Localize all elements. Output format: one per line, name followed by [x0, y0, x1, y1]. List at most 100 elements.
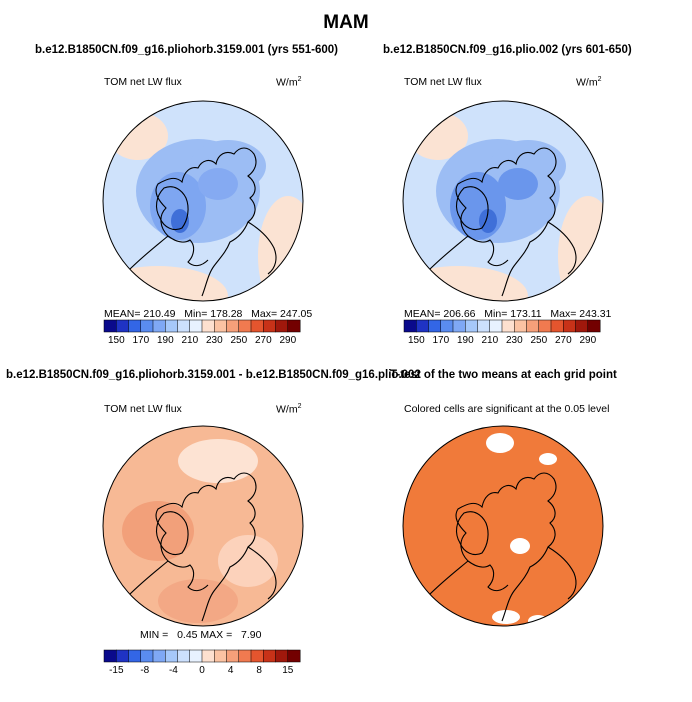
coastline	[127, 472, 257, 622]
panel-4-title: T-test of the two means at each grid poi…	[390, 369, 617, 381]
max-label: MAX =	[200, 629, 233, 641]
panel-3-variable: TOM net LW flux	[104, 403, 182, 415]
colorbar-box	[514, 319, 527, 333]
colorbar-box	[201, 649, 215, 663]
colorbar-box	[189, 649, 203, 663]
panel-3-units: W/m2	[276, 403, 302, 416]
coastline	[547, 546, 577, 600]
cold-core	[498, 168, 538, 200]
not-significant-cell	[539, 453, 557, 465]
max-value: 7.90	[241, 629, 262, 641]
not-significant-cell	[486, 433, 514, 453]
colorbar-tick-label: 250	[530, 335, 547, 346]
colorbar-box	[263, 319, 276, 333]
map-field	[103, 101, 303, 301]
max-label: Max=	[550, 308, 577, 320]
colorbar-box	[152, 319, 166, 333]
panel-2-stats: MEAN= 206.66 Min= 173.11 Max= 243.31	[404, 308, 611, 320]
coastlines	[427, 472, 577, 622]
colorbar-tick-label: 170	[432, 335, 449, 346]
coastline	[467, 560, 509, 592]
colorbar-tick-label: 15	[282, 665, 294, 676]
colorbar-box	[428, 319, 442, 333]
panel-2-map	[402, 100, 604, 302]
coastline	[427, 472, 557, 622]
panel-1-variable: TOM net LW flux	[104, 76, 182, 88]
colorbar-box	[501, 319, 515, 333]
colorbar-tick-label: 270	[555, 335, 572, 346]
colorbar-box	[165, 319, 178, 333]
coastline	[547, 221, 577, 275]
colorbar-box	[226, 319, 240, 333]
colorbar-tick-label: -8	[140, 665, 149, 676]
mean-label: MEAN=	[104, 308, 141, 320]
panel-1-units: W/m2	[276, 76, 302, 89]
mean-label: MEAN=	[404, 308, 441, 320]
colorbar-tick-label: 210	[181, 335, 198, 346]
coastline	[427, 147, 557, 297]
colorbar-box	[103, 319, 117, 333]
colorbar-tick-label: -4	[169, 665, 178, 676]
greenland-coastline	[155, 186, 189, 231]
min-label: Min=	[484, 308, 508, 320]
cold-core	[198, 168, 238, 200]
colorbar-box	[165, 649, 178, 663]
colorbar-tick-label: 290	[579, 335, 596, 346]
colorbar-box	[238, 649, 252, 663]
weak-region	[178, 439, 258, 483]
max-label: Max=	[251, 308, 278, 320]
coastlines	[427, 147, 577, 297]
colorbar-tick-label: 190	[157, 335, 174, 346]
colorbar-tick-label: 230	[206, 335, 223, 346]
panel-2-colorbar: 150 170 190 210 230 250 270 290	[403, 319, 601, 346]
colorbar-box	[489, 319, 503, 333]
coastlines	[127, 472, 277, 622]
colorbar-box	[189, 319, 203, 333]
colorbar-box	[103, 649, 117, 663]
max-value: 243.31	[579, 308, 612, 320]
colorbar-box	[177, 649, 191, 663]
colorbar-tick-label: 270	[255, 335, 272, 346]
colorbar-tick-label: -15	[109, 665, 124, 676]
colorbar-tick-label: 210	[481, 335, 498, 346]
panel-3-colorbar: -15 -8 -4 0 4 8 15	[103, 649, 301, 676]
colorbar-box	[177, 319, 191, 333]
coastline	[247, 546, 277, 600]
colorbar-box	[140, 649, 154, 663]
min-value: 178.28	[210, 308, 243, 320]
colorbar-tick-label: 290	[279, 335, 296, 346]
not-significant-cell	[510, 538, 530, 554]
colorbar-box	[416, 319, 429, 333]
colorbar-tick-label: 8	[256, 665, 262, 676]
greenland-coastline	[455, 186, 489, 231]
min-label: Min=	[184, 308, 208, 320]
panel-1-title: b.e12.B1850CN.f09_g16.pliohorb.3159.001 …	[35, 44, 338, 56]
colorbar-box	[452, 319, 466, 333]
strong-region	[122, 501, 194, 561]
map-field	[403, 426, 603, 626]
colorbar-tick-label: 0	[199, 665, 205, 676]
colorbar-box	[116, 649, 129, 663]
panel-2-variable: TOM net LW flux	[404, 76, 482, 88]
cold-core	[150, 172, 206, 240]
colorbar-box	[287, 649, 301, 663]
colorbar-box	[214, 319, 227, 333]
colorbar-box	[214, 649, 227, 663]
colorbar-box	[538, 319, 552, 333]
figure-title: MAM	[323, 12, 369, 33]
colorbar-tick-label: 190	[457, 335, 474, 346]
mean-value: 210.49	[143, 308, 176, 320]
colorbar-box	[275, 319, 289, 333]
colorbar-tick-label: 150	[108, 335, 125, 346]
colorbar-box	[250, 319, 264, 333]
colorbar-tick-label: 170	[132, 335, 149, 346]
map-boundary	[402, 425, 604, 627]
coastlines	[127, 147, 277, 297]
colorbar-box	[128, 649, 142, 663]
colorbar-tick-label: 230	[506, 335, 523, 346]
colorbar-box	[226, 649, 240, 663]
colorbar-box	[575, 319, 589, 333]
colorbar-box	[140, 319, 154, 333]
colorbar-box	[152, 649, 166, 663]
panel-1-colorbar: 150 170 190 210 230 250 270 290	[103, 319, 301, 346]
